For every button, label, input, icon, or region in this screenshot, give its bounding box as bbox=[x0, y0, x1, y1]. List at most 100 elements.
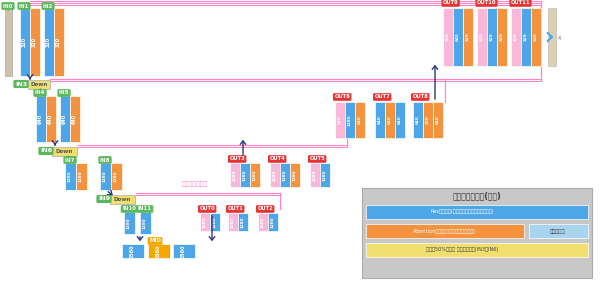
Text: 640: 640 bbox=[358, 116, 362, 124]
Text: Attentionブロック(テキスト情報追加): Attentionブロック(テキスト情報追加) bbox=[413, 229, 476, 233]
FancyBboxPatch shape bbox=[366, 205, 588, 219]
FancyBboxPatch shape bbox=[110, 195, 135, 204]
Text: 640: 640 bbox=[37, 114, 43, 124]
FancyBboxPatch shape bbox=[148, 244, 170, 258]
Text: 1280: 1280 bbox=[323, 169, 327, 181]
FancyBboxPatch shape bbox=[20, 8, 30, 76]
Text: 640: 640 bbox=[338, 116, 342, 124]
Text: IN6: IN6 bbox=[40, 148, 52, 154]
FancyBboxPatch shape bbox=[310, 163, 320, 187]
Text: 1280: 1280 bbox=[241, 216, 245, 228]
FancyBboxPatch shape bbox=[100, 163, 111, 190]
Text: IN10: IN10 bbox=[122, 207, 136, 211]
Text: 2560: 2560 bbox=[130, 244, 134, 258]
FancyBboxPatch shape bbox=[52, 147, 77, 156]
Text: IN9: IN9 bbox=[98, 196, 110, 201]
FancyBboxPatch shape bbox=[70, 96, 80, 142]
FancyBboxPatch shape bbox=[375, 102, 385, 138]
Text: 640: 640 bbox=[71, 114, 77, 124]
Text: OUT11: OUT11 bbox=[511, 1, 530, 5]
FancyBboxPatch shape bbox=[122, 244, 144, 258]
Text: 640: 640 bbox=[378, 116, 382, 124]
Text: 1280: 1280 bbox=[103, 170, 107, 182]
Text: 320: 320 bbox=[480, 32, 484, 41]
Text: OUT5: OUT5 bbox=[310, 156, 325, 162]
FancyBboxPatch shape bbox=[46, 96, 56, 142]
Text: Down: Down bbox=[31, 82, 47, 87]
Text: IN5: IN5 bbox=[59, 91, 69, 95]
FancyBboxPatch shape bbox=[210, 213, 220, 231]
FancyBboxPatch shape bbox=[366, 224, 524, 238]
FancyBboxPatch shape bbox=[30, 8, 40, 76]
FancyBboxPatch shape bbox=[36, 96, 46, 142]
Text: OUT0: OUT0 bbox=[199, 207, 215, 211]
Text: 320: 320 bbox=[46, 37, 50, 47]
Text: 1280: 1280 bbox=[143, 217, 147, 229]
FancyBboxPatch shape bbox=[60, 96, 70, 142]
Text: IN8: IN8 bbox=[100, 158, 110, 162]
Text: Down: Down bbox=[55, 149, 73, 154]
Text: 1280: 1280 bbox=[271, 216, 275, 228]
Text: OUT10: OUT10 bbox=[477, 1, 496, 5]
Text: OUT6: OUT6 bbox=[334, 95, 350, 99]
Text: OUT8: OUT8 bbox=[412, 95, 428, 99]
FancyBboxPatch shape bbox=[395, 102, 405, 138]
FancyBboxPatch shape bbox=[463, 8, 473, 66]
Text: 1280: 1280 bbox=[261, 216, 265, 228]
Text: 1280: 1280 bbox=[213, 216, 217, 228]
FancyBboxPatch shape bbox=[366, 243, 588, 257]
FancyBboxPatch shape bbox=[345, 102, 355, 138]
FancyBboxPatch shape bbox=[443, 8, 453, 66]
Text: OUT2: OUT2 bbox=[257, 207, 273, 211]
Text: IN1: IN1 bbox=[19, 3, 29, 9]
FancyBboxPatch shape bbox=[280, 163, 290, 187]
FancyBboxPatch shape bbox=[335, 102, 345, 138]
FancyBboxPatch shape bbox=[140, 212, 151, 234]
Text: 320: 320 bbox=[534, 32, 538, 41]
Text: 1280: 1280 bbox=[233, 169, 237, 181]
Text: OUT4: OUT4 bbox=[269, 156, 285, 162]
Text: IN2: IN2 bbox=[43, 3, 53, 9]
FancyBboxPatch shape bbox=[5, 8, 12, 76]
Text: 4: 4 bbox=[558, 36, 561, 41]
Text: IN7: IN7 bbox=[65, 158, 75, 162]
Text: 1280: 1280 bbox=[231, 216, 235, 228]
FancyBboxPatch shape bbox=[521, 8, 531, 66]
FancyBboxPatch shape bbox=[65, 163, 76, 190]
FancyBboxPatch shape bbox=[173, 244, 195, 258]
FancyBboxPatch shape bbox=[124, 212, 135, 234]
FancyBboxPatch shape bbox=[270, 163, 280, 187]
FancyBboxPatch shape bbox=[230, 163, 240, 187]
Text: IN3: IN3 bbox=[15, 82, 27, 87]
Text: 2560: 2560 bbox=[155, 244, 161, 258]
Text: 1280: 1280 bbox=[348, 114, 352, 126]
FancyBboxPatch shape bbox=[511, 8, 521, 66]
FancyBboxPatch shape bbox=[238, 213, 248, 231]
FancyBboxPatch shape bbox=[290, 163, 300, 187]
Text: 320: 320 bbox=[56, 37, 61, 47]
Text: 640: 640 bbox=[456, 32, 460, 41]
FancyBboxPatch shape bbox=[54, 8, 64, 76]
Text: 1280: 1280 bbox=[273, 169, 277, 181]
FancyBboxPatch shape bbox=[487, 8, 497, 66]
Text: 320: 320 bbox=[446, 32, 450, 41]
FancyBboxPatch shape bbox=[44, 8, 54, 76]
FancyBboxPatch shape bbox=[433, 102, 443, 138]
FancyBboxPatch shape bbox=[111, 163, 122, 190]
FancyBboxPatch shape bbox=[548, 8, 556, 66]
FancyBboxPatch shape bbox=[529, 224, 588, 238]
Text: 640: 640 bbox=[436, 116, 440, 124]
Text: 320: 320 bbox=[500, 32, 504, 41]
Text: OUT9: OUT9 bbox=[443, 1, 458, 5]
FancyBboxPatch shape bbox=[250, 163, 260, 187]
Text: 1280: 1280 bbox=[283, 169, 287, 181]
FancyBboxPatch shape bbox=[385, 102, 395, 138]
Text: Resブロック(特徴サーチ＆ノイズ情報追加): Resブロック(特徴サーチ＆ノイズ情報追加) bbox=[430, 209, 494, 215]
Text: 320: 320 bbox=[32, 37, 37, 47]
Text: 1280: 1280 bbox=[68, 170, 72, 182]
Text: 情報の受け渡し: 情報の受け渡し bbox=[182, 182, 208, 187]
Text: MID: MID bbox=[149, 239, 161, 243]
FancyBboxPatch shape bbox=[258, 213, 268, 231]
FancyBboxPatch shape bbox=[423, 102, 433, 138]
FancyBboxPatch shape bbox=[497, 8, 507, 66]
